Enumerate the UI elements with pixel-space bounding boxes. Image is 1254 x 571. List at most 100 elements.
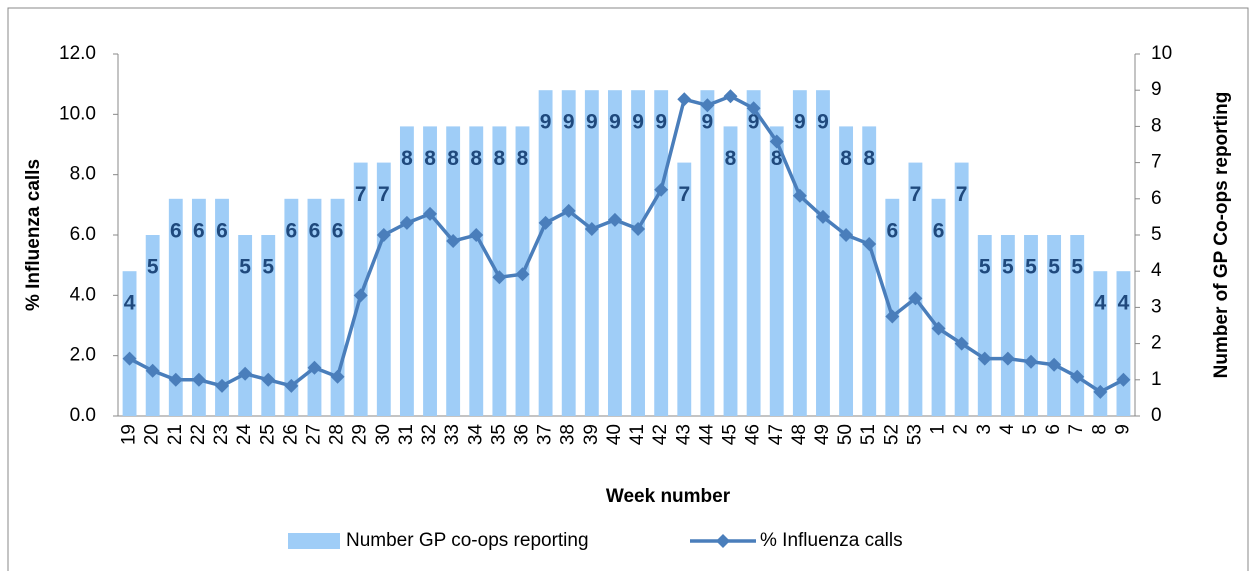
x-tick-label: 41 xyxy=(627,424,648,445)
x-tick-label: 34 xyxy=(465,424,486,446)
bar-value-label: 8 xyxy=(401,147,413,170)
bar-value-label: 6 xyxy=(332,219,344,242)
line-marker xyxy=(191,372,206,387)
line-marker xyxy=(654,182,669,197)
x-tick-label: 6 xyxy=(1043,424,1064,435)
bar xyxy=(1047,235,1062,416)
bar xyxy=(839,126,854,417)
x-tick-label: 26 xyxy=(280,424,301,445)
line-marker xyxy=(723,89,738,104)
legend-swatch xyxy=(288,533,340,549)
bar xyxy=(261,235,276,416)
bar xyxy=(122,271,137,416)
x-tick-label: 27 xyxy=(303,424,324,445)
line-marker xyxy=(746,101,761,116)
line-marker xyxy=(607,212,622,227)
bar-value-label: 6 xyxy=(193,219,205,242)
line-marker xyxy=(446,234,461,249)
x-tick-label: 42 xyxy=(650,424,671,445)
x-tick-label: 45 xyxy=(720,424,741,445)
bar xyxy=(1000,235,1015,416)
bar-value-label: 9 xyxy=(794,111,806,134)
bar-value-label: 9 xyxy=(609,111,621,134)
line-marker xyxy=(284,378,299,393)
bar xyxy=(191,198,206,416)
bar xyxy=(977,235,992,416)
bar xyxy=(469,126,484,417)
bar-value-label: 6 xyxy=(216,219,228,242)
line-marker xyxy=(862,237,877,252)
x-tick-label: 38 xyxy=(558,424,579,445)
line-marker xyxy=(677,92,692,107)
bar xyxy=(769,126,784,417)
line-marker xyxy=(954,336,969,351)
bar xyxy=(399,126,414,417)
line-marker xyxy=(931,321,946,336)
x-tick-label: 5 xyxy=(1020,424,1041,435)
bar xyxy=(446,126,461,417)
bar-value-label: 5 xyxy=(147,256,159,279)
bar xyxy=(608,90,622,416)
bar xyxy=(908,162,923,416)
line-marker xyxy=(769,134,784,149)
y2-tick-label: 1 xyxy=(1151,369,1162,390)
line-marker xyxy=(1023,354,1038,369)
bar-value-label: 9 xyxy=(563,111,575,134)
line-marker xyxy=(584,221,599,236)
bar-value-label: 4 xyxy=(1094,292,1106,315)
bar-value-label: 9 xyxy=(702,111,714,134)
bar xyxy=(284,198,299,416)
bar-value-label: 8 xyxy=(863,147,875,170)
y2-tick-label: 3 xyxy=(1151,296,1162,317)
line-marker xyxy=(215,378,230,393)
y2-tick-label: 8 xyxy=(1151,115,1162,136)
line xyxy=(128,94,1125,394)
line-marker xyxy=(353,288,368,303)
bar-value-label: 7 xyxy=(910,183,922,206)
bar-value-label: 9 xyxy=(632,111,644,134)
bar xyxy=(954,162,969,416)
x-tick-label: 50 xyxy=(835,424,856,445)
bar xyxy=(307,198,322,416)
x-tick-label: 20 xyxy=(142,424,163,445)
bar xyxy=(792,90,807,416)
bar xyxy=(561,90,576,416)
x-tick-label: 8 xyxy=(1089,424,1110,435)
bar-value-label: 8 xyxy=(494,147,506,170)
bar-value-label: 7 xyxy=(378,183,390,206)
bar-value-label: 5 xyxy=(1048,256,1060,279)
bar xyxy=(816,90,830,416)
x-tick-label: 4 xyxy=(997,424,1018,435)
line-marker xyxy=(1070,369,1085,384)
bar-value-label: 9 xyxy=(817,111,829,134)
x-tick-label: 39 xyxy=(581,424,602,445)
x-tick-label: 23 xyxy=(211,424,232,445)
x-tick-label: 43 xyxy=(673,424,694,445)
bar-value-label: 5 xyxy=(1002,256,1014,279)
y2-tick-label: 4 xyxy=(1151,260,1162,281)
bar-value-label: 4 xyxy=(124,292,136,315)
x-tick-label: 48 xyxy=(789,424,810,445)
y2-tick-label: 0 xyxy=(1151,405,1162,426)
y2-tick-label: 6 xyxy=(1151,188,1162,209)
legend-label: Number GP co-ops reporting xyxy=(346,530,589,551)
bar xyxy=(538,90,553,416)
bar-value-label: 8 xyxy=(840,147,852,170)
line-marker xyxy=(261,372,276,387)
line-marker xyxy=(815,209,830,224)
bar-value-label: 5 xyxy=(239,256,251,279)
line-marker xyxy=(839,228,854,242)
y2-tick-label: 7 xyxy=(1151,152,1162,173)
y-tick-label: 10.0 xyxy=(59,103,96,124)
bar-value-label: 5 xyxy=(1071,256,1083,279)
bar-value-label: 5 xyxy=(979,256,991,279)
x-tick-label: 30 xyxy=(373,424,394,445)
chart-border xyxy=(7,7,1249,571)
bar-value-label: 9 xyxy=(655,111,667,134)
x-tick-label: 33 xyxy=(442,424,463,445)
x-tick-label: 28 xyxy=(327,424,348,445)
bar xyxy=(584,90,599,416)
x-tick-label: 21 xyxy=(165,424,186,445)
line-marker xyxy=(977,351,992,366)
x-tick-label: 31 xyxy=(396,424,417,445)
